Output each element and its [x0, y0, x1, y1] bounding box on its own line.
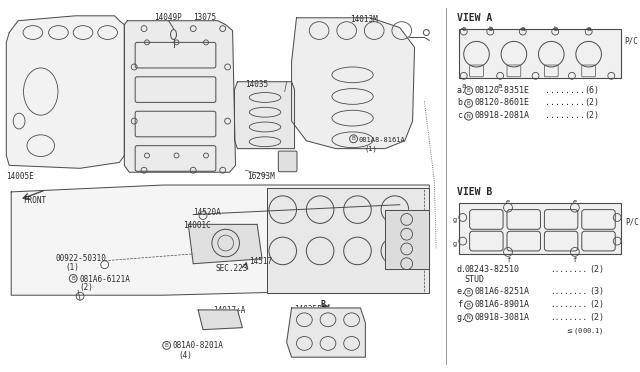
Polygon shape	[385, 209, 429, 269]
Text: 14013M: 14013M	[351, 15, 378, 24]
Text: B: B	[71, 276, 75, 281]
Text: 14001: 14001	[387, 259, 410, 268]
Text: SEC.223: SEC.223	[216, 264, 248, 273]
Text: (3): (3)	[589, 287, 605, 296]
Text: f.: f.	[457, 300, 467, 309]
Text: g: g	[452, 218, 457, 224]
Text: N: N	[467, 315, 470, 320]
Text: 14049P: 14049P	[154, 13, 182, 22]
Text: $\leq$(000.1): $\leq$(000.1)	[565, 326, 604, 336]
Text: g: g	[452, 241, 457, 247]
Text: a.: a.	[457, 86, 467, 94]
Text: 14005E: 14005E	[6, 172, 34, 181]
Text: f: f	[573, 257, 577, 263]
Polygon shape	[292, 18, 415, 149]
Text: 13075: 13075	[193, 13, 216, 22]
Polygon shape	[188, 224, 262, 264]
Text: b.: b.	[457, 99, 467, 108]
Text: B: B	[467, 88, 470, 93]
Polygon shape	[12, 185, 429, 295]
Text: b: b	[488, 26, 492, 32]
Text: ........: ........	[550, 313, 588, 322]
Text: 14517: 14517	[250, 257, 273, 266]
Text: a: a	[586, 26, 591, 32]
Text: (2): (2)	[589, 313, 605, 322]
Text: B: B	[467, 101, 470, 106]
Text: 08918-3081A: 08918-3081A	[474, 313, 529, 322]
Text: FRONT: FRONT	[23, 196, 46, 205]
Text: d.: d.	[457, 265, 467, 274]
Text: 14017: 14017	[403, 237, 426, 246]
Text: c: c	[461, 26, 466, 32]
Text: c.: c.	[457, 111, 467, 120]
Text: VIEW A: VIEW A	[457, 13, 492, 23]
Text: 081A0-8201A: 081A0-8201A	[173, 341, 223, 350]
Polygon shape	[124, 21, 236, 172]
Text: f: f	[506, 257, 510, 263]
Text: a: a	[520, 26, 525, 32]
Text: (2): (2)	[585, 99, 600, 108]
Polygon shape	[287, 308, 365, 357]
Text: N: N	[467, 114, 470, 119]
Text: ........: ........	[545, 86, 586, 94]
Text: e: e	[506, 199, 510, 205]
Text: a: a	[461, 83, 466, 89]
Text: 08120-8601E: 08120-8601E	[474, 99, 529, 108]
Text: 16293M: 16293M	[247, 172, 275, 181]
Text: 00922-50310: 00922-50310	[56, 254, 106, 263]
Text: B: B	[467, 302, 470, 308]
Text: 081A6-8251A: 081A6-8251A	[474, 287, 529, 296]
Text: (6): (6)	[585, 86, 600, 94]
Text: 08243-82510: 08243-82510	[465, 265, 520, 274]
Polygon shape	[234, 82, 294, 149]
Text: 081A8-8161A: 081A8-8161A	[358, 137, 405, 143]
Text: B: B	[320, 300, 325, 309]
Text: 081A6-6121A: 081A6-6121A	[79, 275, 130, 283]
Polygon shape	[6, 16, 124, 168]
Text: B: B	[351, 136, 355, 141]
Text: (2): (2)	[589, 300, 605, 309]
Text: g.: g.	[457, 313, 467, 322]
Text: a: a	[498, 83, 502, 89]
Text: ........: ........	[550, 300, 588, 309]
Text: ........: ........	[545, 111, 586, 120]
Text: ........: ........	[550, 265, 588, 274]
Text: (2): (2)	[585, 111, 600, 120]
Text: 14035: 14035	[245, 80, 268, 89]
Text: (2): (2)	[589, 265, 605, 274]
Text: P/C: P/C	[625, 218, 639, 227]
Bar	[459, 203, 621, 254]
Text: 08918-2081A: 08918-2081A	[474, 111, 529, 120]
Text: B: B	[164, 343, 168, 348]
Bar	[459, 29, 621, 78]
Text: 14035P: 14035P	[294, 305, 323, 314]
Text: b: b	[553, 26, 557, 32]
Text: VIEW B: VIEW B	[457, 187, 492, 197]
Polygon shape	[198, 310, 243, 330]
Text: STUD: STUD	[465, 275, 484, 283]
Polygon shape	[267, 188, 429, 293]
Text: 14017+A: 14017+A	[213, 306, 245, 315]
FancyBboxPatch shape	[278, 151, 297, 172]
Text: e: e	[573, 199, 577, 205]
Text: P/C: P/C	[624, 36, 638, 45]
Text: 14001C: 14001C	[184, 221, 211, 230]
Text: 08120-8351E: 08120-8351E	[474, 86, 529, 94]
Text: 14520A: 14520A	[193, 208, 221, 217]
Text: 081A6-8901A: 081A6-8901A	[474, 300, 529, 309]
Text: B: B	[467, 290, 470, 295]
Text: e.: e.	[457, 287, 467, 296]
Text: ........: ........	[550, 287, 588, 296]
Text: (1): (1)	[364, 146, 377, 152]
Text: (2): (2)	[79, 283, 93, 292]
Text: ........: ........	[545, 99, 586, 108]
Text: (4): (4)	[179, 351, 193, 360]
Text: (1): (1)	[65, 263, 79, 272]
